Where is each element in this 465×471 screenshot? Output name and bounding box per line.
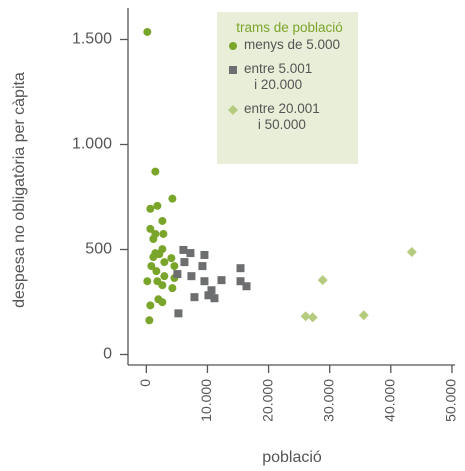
point [146, 224, 155, 233]
point [204, 291, 213, 300]
point [153, 201, 162, 210]
legend-swatch [229, 66, 237, 74]
legend-item: menys de 5.000 [227, 37, 352, 53]
point [317, 275, 328, 286]
point [152, 267, 161, 276]
point [200, 250, 209, 259]
point [143, 277, 152, 286]
point [149, 253, 158, 262]
legend-item: entre 5.001 i 20.000 [227, 61, 352, 93]
point [242, 282, 251, 291]
legend-label: entre 20.001 i 50.000 [244, 101, 320, 132]
legend-label: menys de 5.000 [244, 37, 341, 52]
point [159, 229, 168, 238]
point [146, 204, 155, 213]
point [236, 277, 245, 286]
x-tick-label: 40.000 [382, 379, 398, 422]
y-tick-label: 500 [85, 241, 112, 258]
point [198, 262, 207, 271]
y-tick-label: 1.500 [72, 31, 112, 48]
x-axis-label: població [262, 449, 322, 466]
point [217, 276, 226, 285]
y-tick-label: 0 [103, 346, 112, 363]
point [186, 249, 195, 258]
point [143, 27, 152, 36]
point [300, 311, 311, 322]
point [180, 258, 189, 267]
point [190, 293, 199, 302]
point [160, 258, 169, 267]
x-tick-label: 30.000 [320, 379, 336, 422]
point [174, 309, 183, 318]
point [229, 42, 237, 50]
point [358, 310, 369, 321]
point [158, 281, 167, 290]
point [158, 298, 167, 307]
point [236, 264, 245, 273]
point [207, 286, 216, 295]
point [146, 301, 155, 310]
x-tick-label: 20.000 [259, 379, 275, 422]
legend-swatch [228, 105, 238, 115]
point [307, 312, 318, 323]
y-axis-label: despesa no obligatòria per càpita [11, 72, 28, 308]
point [179, 245, 188, 254]
legend-item: entre 20.001 i 50.000 [227, 101, 352, 133]
x-tick-label: 0 [137, 379, 153, 387]
point [406, 247, 417, 258]
x-tick-label: 10.000 [198, 379, 214, 422]
point [168, 194, 177, 203]
point [187, 272, 196, 281]
point [200, 277, 209, 286]
point [149, 235, 158, 243]
point [228, 105, 238, 115]
point [151, 167, 160, 176]
legend-label: entre 5.001 i 20.000 [244, 61, 313, 92]
point [229, 66, 237, 74]
point [158, 216, 167, 225]
legend-title: trams de població [236, 20, 343, 35]
y-tick-label: 1.000 [72, 136, 112, 153]
x-tick-label: 50.000 [443, 379, 459, 422]
point [167, 254, 176, 263]
legend: trams de població menys de 5.000 entre 5.… [217, 12, 358, 164]
point [160, 272, 169, 281]
point [210, 294, 219, 303]
point [145, 316, 154, 325]
point [168, 284, 177, 293]
point [173, 270, 182, 279]
point [170, 262, 179, 271]
point [147, 262, 156, 271]
legend-swatch [229, 42, 237, 50]
